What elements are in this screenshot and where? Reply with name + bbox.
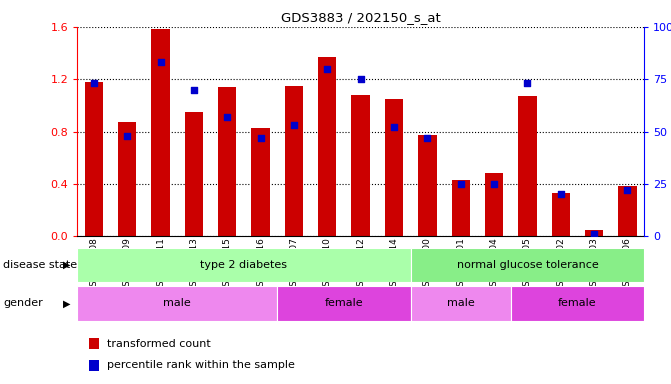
Bar xyxy=(89,360,99,371)
Bar xyxy=(411,286,511,321)
Bar xyxy=(77,286,277,321)
Bar xyxy=(218,87,236,236)
Text: female: female xyxy=(325,298,363,308)
Bar xyxy=(411,248,644,282)
Text: gender: gender xyxy=(3,298,43,308)
Point xyxy=(89,80,99,86)
Bar xyxy=(452,180,470,236)
Bar xyxy=(185,112,203,236)
Bar xyxy=(77,248,411,282)
Bar xyxy=(618,187,637,236)
Bar xyxy=(318,57,336,236)
Text: transformed count: transformed count xyxy=(107,339,211,349)
Text: female: female xyxy=(558,298,597,308)
Bar xyxy=(485,174,503,236)
Bar xyxy=(285,86,303,236)
Point xyxy=(356,76,366,82)
Bar xyxy=(418,136,437,236)
Bar xyxy=(252,127,270,236)
Bar xyxy=(118,122,136,236)
Text: percentile rank within the sample: percentile rank within the sample xyxy=(107,360,295,370)
Title: GDS3883 / 202150_s_at: GDS3883 / 202150_s_at xyxy=(280,11,441,24)
Point xyxy=(289,122,299,128)
Bar xyxy=(85,82,103,236)
Point xyxy=(456,181,466,187)
Text: ▶: ▶ xyxy=(63,260,70,270)
Point xyxy=(588,231,599,237)
Bar xyxy=(89,338,99,349)
Bar xyxy=(552,193,570,236)
Text: male: male xyxy=(163,298,191,308)
Point xyxy=(389,124,399,131)
Point xyxy=(488,181,499,187)
Point xyxy=(189,87,199,93)
Point xyxy=(556,191,566,197)
Point xyxy=(255,135,266,141)
Bar xyxy=(585,230,603,236)
Point xyxy=(222,114,233,120)
Bar xyxy=(511,286,644,321)
Text: disease state: disease state xyxy=(3,260,77,270)
Point xyxy=(622,187,633,193)
Bar xyxy=(518,96,537,236)
Text: male: male xyxy=(447,298,474,308)
Text: normal glucose tolerance: normal glucose tolerance xyxy=(456,260,599,270)
Bar xyxy=(385,99,403,236)
Bar xyxy=(277,286,411,321)
Point xyxy=(522,80,533,86)
Point xyxy=(155,60,166,66)
Point xyxy=(422,135,433,141)
Point xyxy=(322,66,333,72)
Bar xyxy=(152,30,170,236)
Bar xyxy=(352,95,370,236)
Text: ▶: ▶ xyxy=(63,298,70,308)
Text: type 2 diabetes: type 2 diabetes xyxy=(201,260,287,270)
Point xyxy=(122,132,133,139)
